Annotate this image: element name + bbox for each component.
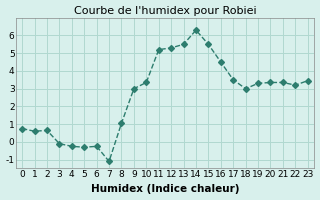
Title: Courbe de l'humidex pour Robiei: Courbe de l'humidex pour Robiei xyxy=(74,6,256,16)
X-axis label: Humidex (Indice chaleur): Humidex (Indice chaleur) xyxy=(91,184,239,194)
